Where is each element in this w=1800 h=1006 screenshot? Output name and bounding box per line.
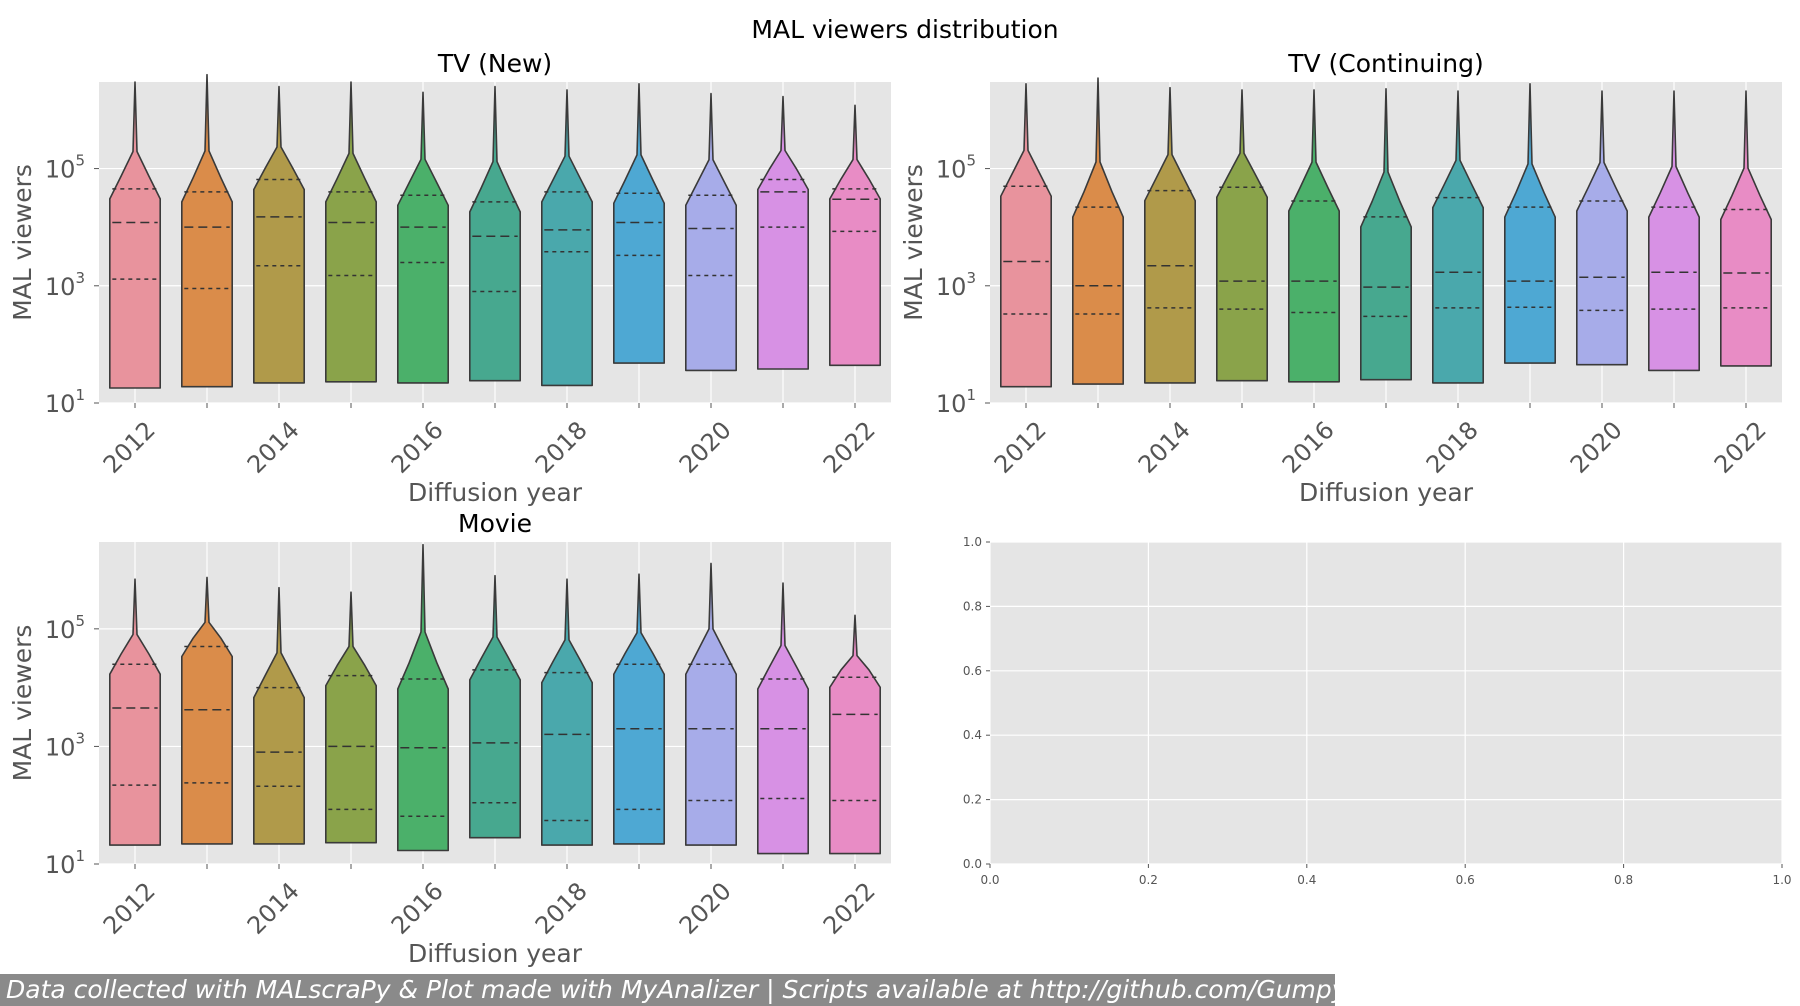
x-tick-label: 2022 xyxy=(1709,416,1772,479)
y-tick-label: 103 xyxy=(936,269,976,301)
y-tick-label: 0.0 xyxy=(963,857,982,871)
x-tick-label: 2016 xyxy=(386,416,449,479)
y-axis-label: MAL viewers xyxy=(8,625,37,782)
y-tick-label: 105 xyxy=(45,152,85,184)
violin-2020 xyxy=(685,92,737,372)
violin-2017 xyxy=(1360,88,1412,381)
y-tick-exponent: 3 xyxy=(966,269,976,287)
y-tick-label: 0.2 xyxy=(963,793,982,807)
x-tick-label: 0.8 xyxy=(1614,873,1633,887)
y-axis-label: MAL viewers xyxy=(8,164,37,321)
x-axis-label: Diffusion year xyxy=(408,939,583,968)
y-tick-exponent: 1 xyxy=(75,847,85,865)
y-tick-exponent: 5 xyxy=(75,612,85,630)
violin-2022 xyxy=(1720,90,1772,367)
violin-2015 xyxy=(325,591,377,844)
violin-2012 xyxy=(109,81,161,389)
subplot-4: 0.0 0.0 0.2 0.2 0.4 0.4 0.6 0.6 0.8 0.8 1.0 1.0 xyxy=(963,535,1792,887)
y-tick-exponent: 3 xyxy=(75,269,85,287)
violin-2021 xyxy=(1648,90,1700,372)
violin-2019 xyxy=(613,573,665,845)
violin-2017 xyxy=(469,85,521,382)
x-tick-label: 2014 xyxy=(242,877,305,940)
violin-2018 xyxy=(1432,90,1484,384)
y-tick-exponent: 3 xyxy=(75,729,85,747)
x-tick-label: 2020 xyxy=(1565,416,1628,479)
subplot-1: 101 103 105 2012 2014 2016 2018 2020 2022 TV (New… xyxy=(8,49,891,507)
x-tick-label: 0.4 xyxy=(1297,873,1316,887)
x-tick-label: 2022 xyxy=(818,416,881,479)
violin-2014 xyxy=(253,85,305,384)
y-tick-label: 0.4 xyxy=(963,728,982,742)
y-tick-exponent: 1 xyxy=(966,386,976,404)
x-tick-label: 2018 xyxy=(1421,416,1484,479)
y-tick-label: 101 xyxy=(45,386,85,418)
x-tick-label: 2020 xyxy=(674,416,737,479)
y-axis-label: MAL viewers xyxy=(899,164,928,321)
violin-2016 xyxy=(1288,89,1340,383)
violin-2018 xyxy=(541,578,593,846)
violin-2022 xyxy=(829,104,881,367)
violin-2012 xyxy=(109,578,161,846)
y-tick-label: 105 xyxy=(936,152,976,184)
footer-credit: Data collected with MALscraPy & Plot mad… xyxy=(6,975,1375,1004)
y-tick-exponent: 5 xyxy=(966,152,976,170)
x-tick-label: 0.2 xyxy=(1139,873,1158,887)
violin-2013 xyxy=(1072,77,1124,385)
plot-background xyxy=(990,542,1782,864)
violin-2016 xyxy=(397,543,449,852)
y-tick-label: 101 xyxy=(45,847,85,879)
x-tick-label: 0.0 xyxy=(980,873,999,887)
violin-2019 xyxy=(613,83,665,364)
figure-suptitle: MAL viewers distribution xyxy=(751,15,1058,44)
violin-2019 xyxy=(1504,83,1556,364)
violin-2022 xyxy=(829,614,881,855)
subplot-3: 101 103 105 2012 2014 2016 2018 2020 2022 Movie Di… xyxy=(8,509,891,968)
subplot-title: TV (Continuing) xyxy=(1287,49,1484,78)
x-tick-label: 0.6 xyxy=(1456,873,1475,887)
violin-2013 xyxy=(181,73,233,388)
subplot-title: TV (New) xyxy=(437,49,552,78)
x-axis-label: Diffusion year xyxy=(1299,478,1474,507)
y-tick-label: 105 xyxy=(45,612,85,644)
x-tick-label: 2018 xyxy=(530,877,593,940)
x-tick-label: 2012 xyxy=(98,416,161,479)
y-tick-exponent: 1 xyxy=(75,386,85,404)
violin-2014 xyxy=(1144,86,1196,384)
violin-2014 xyxy=(253,586,305,845)
y-tick-label: 103 xyxy=(45,269,85,301)
violin-2012 xyxy=(1000,83,1052,388)
y-tick-label: 103 xyxy=(45,729,85,761)
violin-2020 xyxy=(1576,90,1628,366)
x-tick-label: 1.0 xyxy=(1772,873,1791,887)
x-tick-label: 2020 xyxy=(674,877,737,940)
x-tick-label: 2016 xyxy=(386,877,449,940)
violin-2016 xyxy=(397,91,449,384)
violin-2015 xyxy=(1216,89,1268,382)
y-tick-label: 101 xyxy=(936,386,976,418)
violin-2018 xyxy=(541,89,593,387)
violin-2013 xyxy=(181,576,233,845)
y-tick-label: 0.8 xyxy=(963,599,982,613)
subplot-title: Movie xyxy=(458,509,532,538)
violin-2017 xyxy=(469,574,521,839)
x-tick-label: 2012 xyxy=(989,416,1052,479)
violin-2020 xyxy=(685,562,737,846)
violin-2021 xyxy=(757,582,809,855)
y-tick-label: 0.6 xyxy=(963,664,982,678)
x-tick-label: 2018 xyxy=(530,416,593,479)
x-axis-label: Diffusion year xyxy=(408,478,583,507)
y-tick-exponent: 5 xyxy=(75,152,85,170)
x-tick-label: 2016 xyxy=(1277,416,1340,479)
x-tick-label: 2022 xyxy=(818,877,881,940)
x-tick-label: 2014 xyxy=(242,416,305,479)
y-tick-label: 1.0 xyxy=(963,535,982,549)
violin-2021 xyxy=(757,95,809,370)
x-tick-label: 2014 xyxy=(1133,416,1196,479)
subplot-2: 101 103 105 2012 2014 2016 2018 2020 2022 TV (Con… xyxy=(899,49,1782,507)
x-tick-label: 2012 xyxy=(98,877,161,940)
violin-2015 xyxy=(325,81,377,383)
